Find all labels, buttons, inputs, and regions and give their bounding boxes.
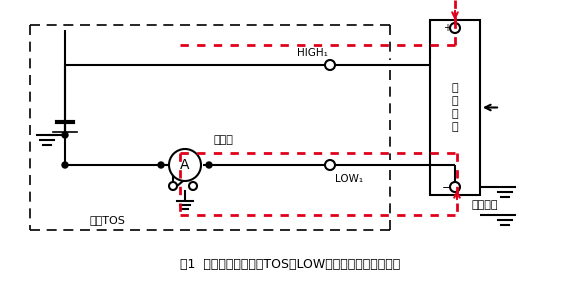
Circle shape <box>450 23 460 33</box>
Bar <box>430 20 480 195</box>
Text: −: − <box>443 183 452 193</box>
Circle shape <box>158 162 164 168</box>
Circle shape <box>325 60 335 70</box>
Text: 电流路径: 电流路径 <box>472 200 498 210</box>
Circle shape <box>189 182 197 190</box>
Circle shape <box>206 162 212 168</box>
Circle shape <box>169 149 201 181</box>
Text: HIGH₁: HIGH₁ <box>296 48 328 58</box>
Text: +: + <box>443 23 451 33</box>
Text: 定制TOS: 定制TOS <box>90 215 126 225</box>
Text: LOW₁: LOW₁ <box>335 174 363 184</box>
Circle shape <box>450 182 460 192</box>
Text: A: A <box>180 158 190 172</box>
Text: 电流计: 电流计 <box>213 135 233 145</box>
Circle shape <box>169 182 177 190</box>
Circle shape <box>62 132 68 138</box>
Circle shape <box>62 162 68 168</box>
Circle shape <box>325 160 335 170</box>
Text: 图1  试验对象通过定制TOS的LOW侧电缆和地线形成短路: 图1 试验对象通过定制TOS的LOW侧电缆和地线形成短路 <box>180 259 400 271</box>
Text: 试
验
对
象: 试 验 对 象 <box>452 83 458 132</box>
